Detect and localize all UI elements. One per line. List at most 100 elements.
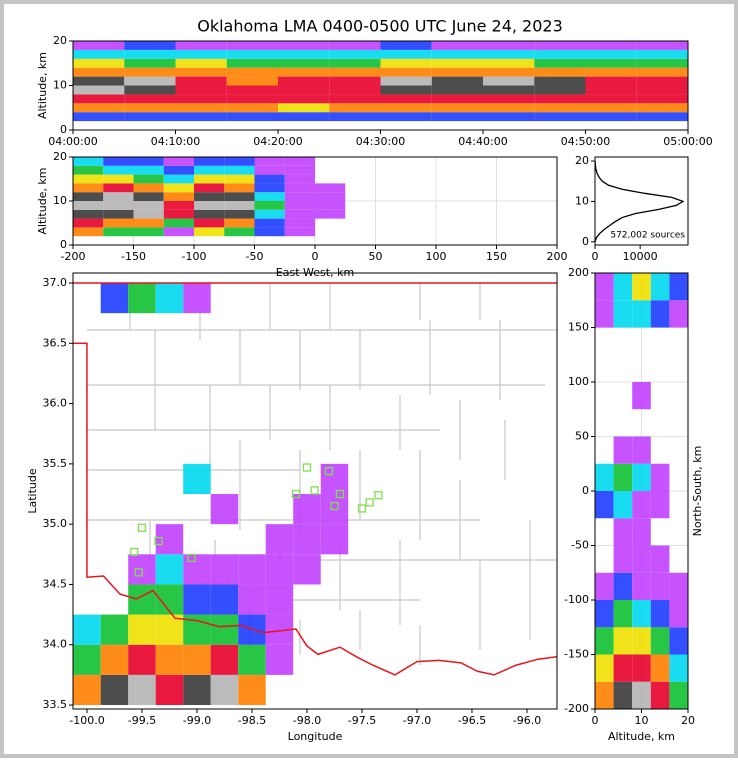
x-tick-label: -96.0 [513, 714, 541, 727]
density-cell [73, 49, 125, 59]
density-cell [175, 85, 227, 95]
station [130, 547, 139, 557]
density-cell [100, 644, 129, 675]
density-cell [103, 218, 134, 228]
density-cell [194, 209, 225, 219]
y-tick-label: 10 [53, 79, 67, 92]
density-cell [595, 627, 614, 655]
station [357, 504, 367, 513]
density-cell [632, 654, 651, 682]
density-cell [278, 85, 330, 95]
density-cell [254, 209, 285, 219]
density-cell [194, 157, 225, 166]
y-tick-label: 34.5 [43, 577, 68, 590]
density-cell [73, 644, 101, 675]
density-cell [669, 681, 688, 709]
density-cell [284, 165, 315, 175]
x-tick-label: -150 [121, 250, 146, 263]
density-cell [73, 183, 104, 193]
density-cell [210, 554, 239, 585]
y-tick-label: 100 [568, 375, 589, 388]
density-cell [669, 572, 688, 600]
density-cell [194, 174, 225, 184]
density-cell [431, 49, 483, 59]
density-cell [155, 614, 184, 645]
density-cell [669, 300, 688, 328]
density-cell [183, 463, 211, 495]
density-cell [265, 524, 294, 555]
density-cell [103, 227, 134, 237]
x-tick-label: 04:10:00 [151, 135, 200, 148]
density-cell [278, 41, 330, 50]
density-cell [284, 183, 315, 193]
x-tick-label: -99.0 [183, 714, 211, 727]
density-cell [483, 85, 535, 95]
density-cell [238, 674, 266, 706]
density-cell [483, 41, 535, 50]
density-cell [194, 227, 225, 237]
x-tick-label: 10 [635, 714, 649, 727]
density-cell [534, 58, 586, 68]
density-cell [100, 614, 129, 645]
density-cell [128, 674, 156, 706]
density-cell [128, 584, 156, 615]
x-tick-label: -97.5 [348, 714, 376, 727]
density-cell [73, 112, 125, 122]
y-tick-label: 36.5 [43, 336, 68, 349]
density-cell [650, 627, 670, 655]
density-cell [632, 600, 651, 628]
density-cell [329, 67, 381, 77]
density-cell [320, 524, 349, 555]
x-tick-label: 100 [426, 250, 447, 263]
density-cell [194, 201, 225, 210]
density-cell [100, 283, 129, 314]
station [330, 501, 339, 511]
density-cell [155, 554, 184, 585]
density-cell [278, 112, 330, 122]
density-cell [265, 554, 294, 585]
density-cell [534, 76, 586, 86]
density-cell [175, 112, 227, 122]
x-tick-label: -100 [182, 250, 207, 263]
density-cell [124, 76, 176, 86]
density-cell [431, 112, 483, 122]
density-cell [155, 283, 184, 314]
density-cell [632, 300, 651, 328]
density-cell [632, 545, 651, 573]
density-cell [155, 674, 184, 706]
x-tick-label: 0 [592, 714, 599, 727]
density-cell [534, 41, 586, 50]
density-cell [210, 584, 239, 615]
density-cell [100, 674, 129, 706]
density-cell [284, 227, 315, 237]
density-cell [380, 58, 432, 68]
density-cell [329, 76, 381, 86]
density-cell [431, 85, 483, 95]
density-cell [124, 49, 176, 59]
density-cell [224, 218, 255, 228]
density-cell [254, 201, 285, 210]
density-cell [73, 192, 104, 201]
station [302, 463, 312, 472]
y-axis-label: Altitude, km [36, 167, 49, 234]
density-cell [183, 644, 211, 675]
density-cell [650, 463, 670, 491]
density-cell [613, 273, 633, 301]
density-cell [73, 227, 104, 237]
density-cell [431, 58, 483, 68]
x-tick-label: -96.5 [458, 714, 486, 727]
density-cell [650, 600, 670, 628]
density-cell [613, 463, 633, 491]
density-cell [133, 209, 164, 219]
density-cell [133, 192, 164, 201]
y-tick-label: 20 [53, 34, 67, 47]
density-cell [210, 644, 239, 675]
density-cell [238, 584, 266, 615]
y-tick-label: 150 [568, 321, 589, 334]
x-tick-label: -99.5 [128, 714, 156, 727]
density-cell [636, 49, 688, 59]
density-cell [163, 165, 194, 175]
density-cell [278, 58, 330, 68]
density-cell [585, 103, 637, 113]
